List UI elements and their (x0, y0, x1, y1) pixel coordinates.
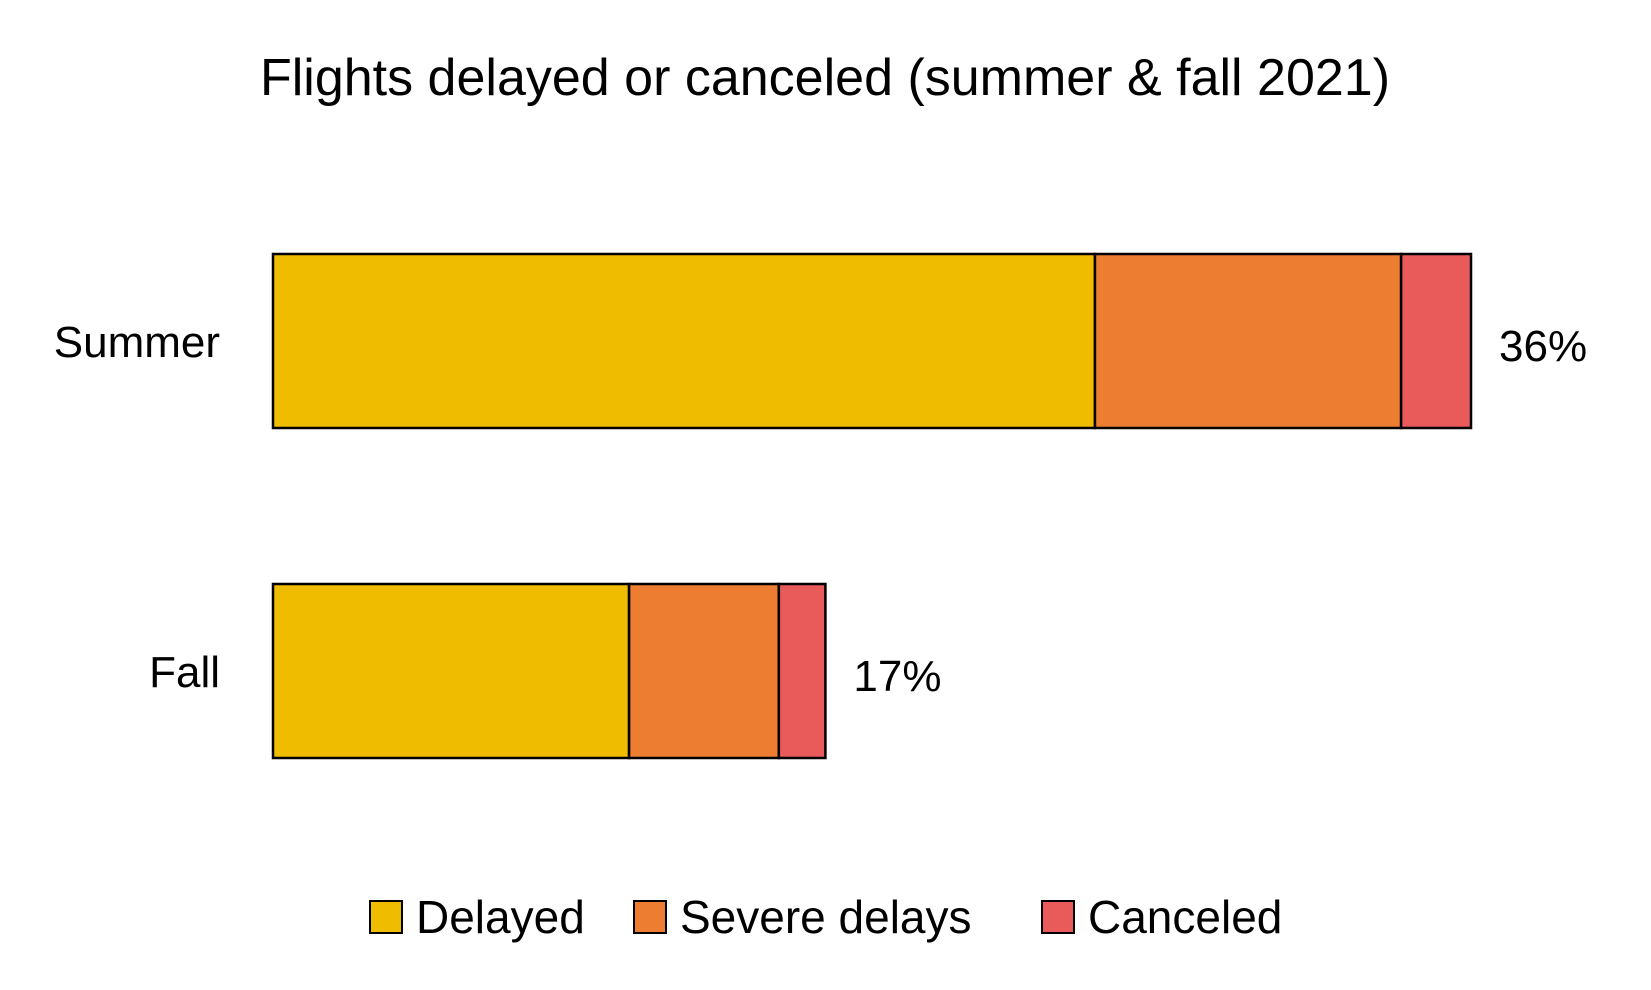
legend-label-severe-delays: Severe delays (680, 891, 972, 943)
legend-swatch-delayed (369, 900, 403, 934)
bar-fall-severe-delays (627, 582, 781, 760)
category-label-summer: Summer (54, 318, 220, 367)
total-label-summer: 36% (1499, 322, 1587, 371)
category-label-fall: Fall (149, 648, 220, 697)
legend-swatch-canceled (1041, 900, 1075, 934)
bar-summer-delayed (271, 252, 1097, 430)
bar-fall-canceled (777, 582, 827, 760)
bar-fall-delayed (271, 582, 631, 760)
legend: Delayed Severe delays Canceled (369, 891, 1282, 943)
legend-label-canceled: Canceled (1088, 891, 1282, 943)
legend-label-delayed: Delayed (416, 891, 585, 943)
bar-summer-severe-delays (1093, 252, 1403, 430)
total-label-fall: 17% (853, 652, 941, 701)
bar-summer-canceled (1399, 252, 1473, 430)
legend-swatch-severe-delays (633, 900, 667, 934)
chart-title: Flights delayed or canceled (summer & fa… (260, 49, 1390, 107)
bars-layer (271, 252, 1473, 760)
labels-layer: Summer 36% Fall 17% (54, 318, 1587, 701)
